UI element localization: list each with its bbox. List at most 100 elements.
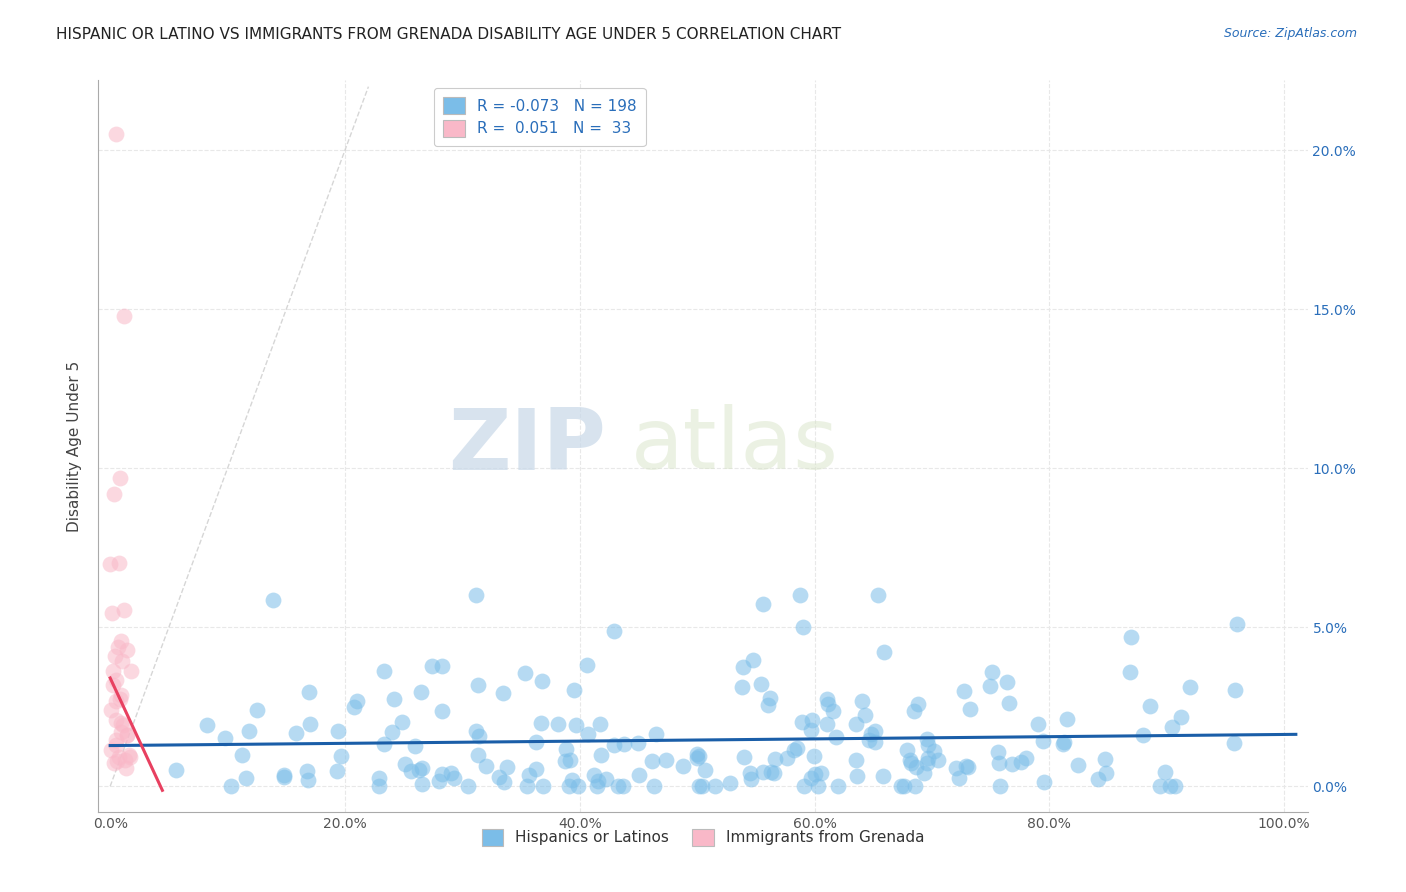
Point bbox=[404, 739, 426, 754]
Point bbox=[786, 740, 808, 755]
Point bbox=[959, 702, 981, 716]
Point bbox=[408, 763, 430, 777]
Point bbox=[104, 733, 127, 747]
Point bbox=[411, 761, 433, 775]
Point bbox=[1139, 698, 1161, 713]
Point bbox=[998, 697, 1021, 711]
Point bbox=[108, 556, 131, 570]
Point bbox=[427, 774, 450, 789]
Point bbox=[866, 589, 889, 603]
Point bbox=[115, 761, 138, 775]
Point bbox=[1154, 764, 1177, 779]
Point bbox=[219, 779, 242, 793]
Point bbox=[730, 680, 752, 694]
Point bbox=[495, 760, 517, 774]
Point bbox=[800, 771, 823, 785]
Point bbox=[749, 677, 772, 691]
Point bbox=[807, 779, 830, 793]
Point bbox=[603, 738, 626, 752]
Point bbox=[801, 713, 824, 727]
Point bbox=[821, 705, 844, 719]
Point bbox=[108, 691, 131, 706]
Point bbox=[917, 738, 939, 752]
Point bbox=[440, 766, 463, 780]
Point bbox=[763, 751, 786, 765]
Point bbox=[430, 766, 453, 780]
Point bbox=[112, 309, 135, 323]
Point bbox=[517, 768, 540, 782]
Point bbox=[547, 716, 569, 731]
Point bbox=[845, 769, 868, 783]
Point bbox=[120, 664, 142, 678]
Point bbox=[1015, 751, 1038, 765]
Point bbox=[851, 694, 873, 708]
Point bbox=[114, 753, 136, 767]
Point bbox=[326, 724, 349, 739]
Point bbox=[112, 603, 135, 617]
Point bbox=[893, 779, 915, 793]
Point bbox=[524, 735, 547, 749]
Point bbox=[688, 749, 710, 764]
Point bbox=[900, 756, 922, 770]
Point bbox=[562, 683, 585, 698]
Point bbox=[896, 742, 918, 756]
Point bbox=[1001, 756, 1024, 771]
Point bbox=[810, 765, 832, 780]
Point bbox=[692, 779, 714, 793]
Legend: Hispanics or Latinos, Immigrants from Grenada: Hispanics or Latinos, Immigrants from Gr… bbox=[475, 822, 931, 852]
Point bbox=[741, 653, 763, 667]
Point bbox=[112, 718, 135, 732]
Point bbox=[704, 779, 727, 793]
Point bbox=[561, 773, 583, 788]
Point bbox=[955, 759, 977, 773]
Point bbox=[688, 779, 710, 793]
Point bbox=[1087, 772, 1109, 787]
Point bbox=[752, 597, 775, 611]
Point bbox=[554, 755, 576, 769]
Point bbox=[1223, 736, 1246, 750]
Point bbox=[231, 748, 253, 763]
Point bbox=[373, 737, 395, 751]
Point bbox=[104, 713, 127, 727]
Point bbox=[927, 753, 949, 767]
Point bbox=[1010, 756, 1032, 770]
Point bbox=[110, 688, 132, 702]
Point bbox=[904, 779, 927, 793]
Point bbox=[1118, 665, 1140, 679]
Point bbox=[468, 729, 491, 743]
Point bbox=[464, 723, 486, 738]
Point bbox=[298, 685, 321, 699]
Point bbox=[922, 743, 945, 757]
Point bbox=[1225, 683, 1247, 698]
Point bbox=[115, 728, 138, 742]
Point bbox=[103, 486, 125, 500]
Point bbox=[595, 772, 617, 786]
Point bbox=[432, 658, 454, 673]
Point bbox=[515, 665, 537, 680]
Point bbox=[110, 634, 132, 648]
Point bbox=[997, 675, 1019, 690]
Point bbox=[602, 624, 624, 638]
Point bbox=[297, 773, 319, 788]
Point bbox=[411, 777, 433, 791]
Point bbox=[105, 694, 128, 708]
Text: ZIP: ZIP bbox=[449, 404, 606, 488]
Text: HISPANIC OR LATINO VS IMMIGRANTS FROM GRENADA DISABILITY AGE UNDER 5 CORRELATION: HISPANIC OR LATINO VS IMMIGRANTS FROM GR… bbox=[56, 27, 841, 42]
Point bbox=[1160, 720, 1182, 734]
Point bbox=[873, 645, 896, 659]
Point bbox=[655, 753, 678, 767]
Point bbox=[752, 765, 775, 780]
Point bbox=[627, 736, 650, 750]
Point bbox=[343, 699, 366, 714]
Point bbox=[100, 607, 122, 621]
Point bbox=[1053, 735, 1076, 749]
Point bbox=[607, 779, 630, 793]
Y-axis label: Disability Age Under 5: Disability Age Under 5 bbox=[67, 360, 83, 532]
Point bbox=[1056, 712, 1078, 726]
Point bbox=[110, 725, 132, 739]
Point bbox=[1094, 752, 1116, 766]
Point bbox=[298, 717, 321, 731]
Point bbox=[103, 756, 125, 770]
Point bbox=[1159, 779, 1181, 793]
Point bbox=[1026, 716, 1049, 731]
